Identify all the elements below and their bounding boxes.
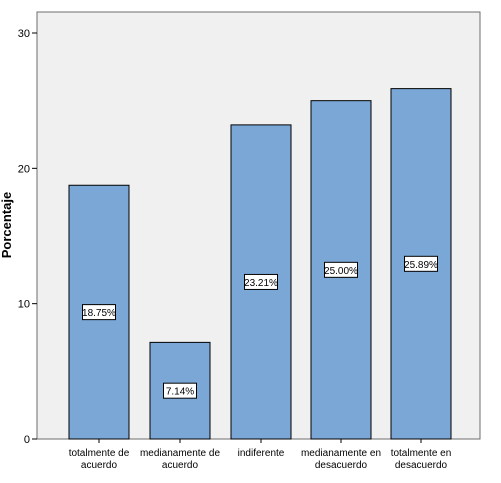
data-label-text: 18.75%	[82, 308, 116, 319]
data-label: 25.00%	[324, 261, 358, 278]
y-tick-label: 10	[18, 299, 30, 311]
x-tick-label: totalmente de acuerdo	[69, 448, 130, 471]
y-axis-title: Porcentaje	[0, 192, 14, 258]
data-label-text: 25.89%	[404, 260, 438, 271]
data-label-box	[324, 261, 358, 278]
data-label-box	[163, 382, 197, 399]
data-label: 23.21%	[244, 273, 278, 290]
data-label: 25.89%	[404, 255, 438, 272]
x-tick-label: medianamente de acuerdo	[140, 448, 220, 471]
data-label-text: 25.00%	[324, 266, 358, 277]
y-axis: 0 10 20 30	[18, 28, 37, 446]
data-label: 18.75%	[82, 304, 116, 321]
x-axis: totalmente de acuerdo medianamente de acuer…	[69, 439, 452, 471]
y-tick-label: 0	[24, 434, 30, 446]
x-tick-label: indiferente	[238, 448, 285, 459]
data-label-box	[244, 273, 278, 290]
x-tick-label: totalmente en desacuerdo	[391, 448, 452, 471]
data-label-box	[404, 255, 438, 272]
x-tick-label: medianamente en desacuerdo	[301, 448, 381, 471]
data-label: 7.14%	[163, 382, 197, 399]
data-label-text: 23.21%	[244, 278, 278, 289]
y-tick-label: 20	[18, 163, 30, 175]
data-label-box	[82, 304, 116, 321]
y-tick-label: 30	[18, 28, 30, 40]
bars-layer: 18.75% 7.14% 23.21% 25.00% 25.89%	[68, 88, 452, 440]
data-label-text: 7.14%	[166, 387, 194, 398]
